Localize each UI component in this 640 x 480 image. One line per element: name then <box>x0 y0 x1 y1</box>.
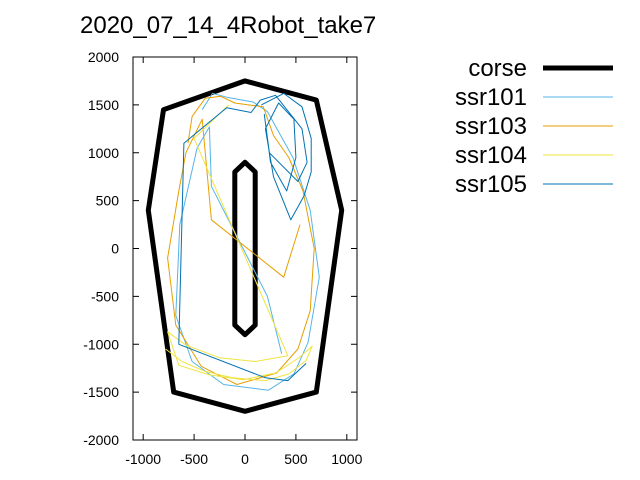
x-tick-label: 0 <box>241 451 249 467</box>
y-tick-label: 1500 <box>88 97 119 113</box>
series-line-ssr104-4 <box>165 104 313 382</box>
y-tick-label: 1000 <box>88 145 119 161</box>
y-tick-label: -1000 <box>83 336 119 352</box>
series-line-ssr101-2 <box>175 92 320 391</box>
y-tick-label: 500 <box>96 193 120 209</box>
y-tick-label: -1500 <box>83 384 119 400</box>
legend-label-ssr104: ssr104 <box>455 142 527 169</box>
series-line-corse-0 <box>145 78 345 414</box>
series-line-ssr103-3 <box>167 95 315 385</box>
axis-ticks: -1000 -500 0 500 1000 -2000 -1500 -1000 -500 0 500… <box>83 49 362 467</box>
series-layer <box>145 78 345 414</box>
legend-label-corse: corse <box>468 55 527 82</box>
x-tick-label: -1000 <box>125 451 161 467</box>
x-tick-label: 500 <box>284 451 308 467</box>
y-tick-label: -500 <box>91 288 119 304</box>
x-tick-label: 1000 <box>331 451 362 467</box>
legend-label-ssr105: ssr105 <box>455 171 527 198</box>
x-tick-label: -500 <box>180 451 208 467</box>
y-tick-label: 0 <box>111 241 119 257</box>
chart-title: 2020_07_14_4Robot_take7 <box>80 12 376 39</box>
series-line-ssr105-5 <box>178 92 312 382</box>
legend-label-ssr101: ssr101 <box>455 84 527 111</box>
y-tick-label: 2000 <box>88 49 119 65</box>
legend-label-ssr103: ssr103 <box>455 113 527 140</box>
series-line-corse-1 <box>232 159 258 338</box>
y-tick-label: -2000 <box>83 432 119 448</box>
